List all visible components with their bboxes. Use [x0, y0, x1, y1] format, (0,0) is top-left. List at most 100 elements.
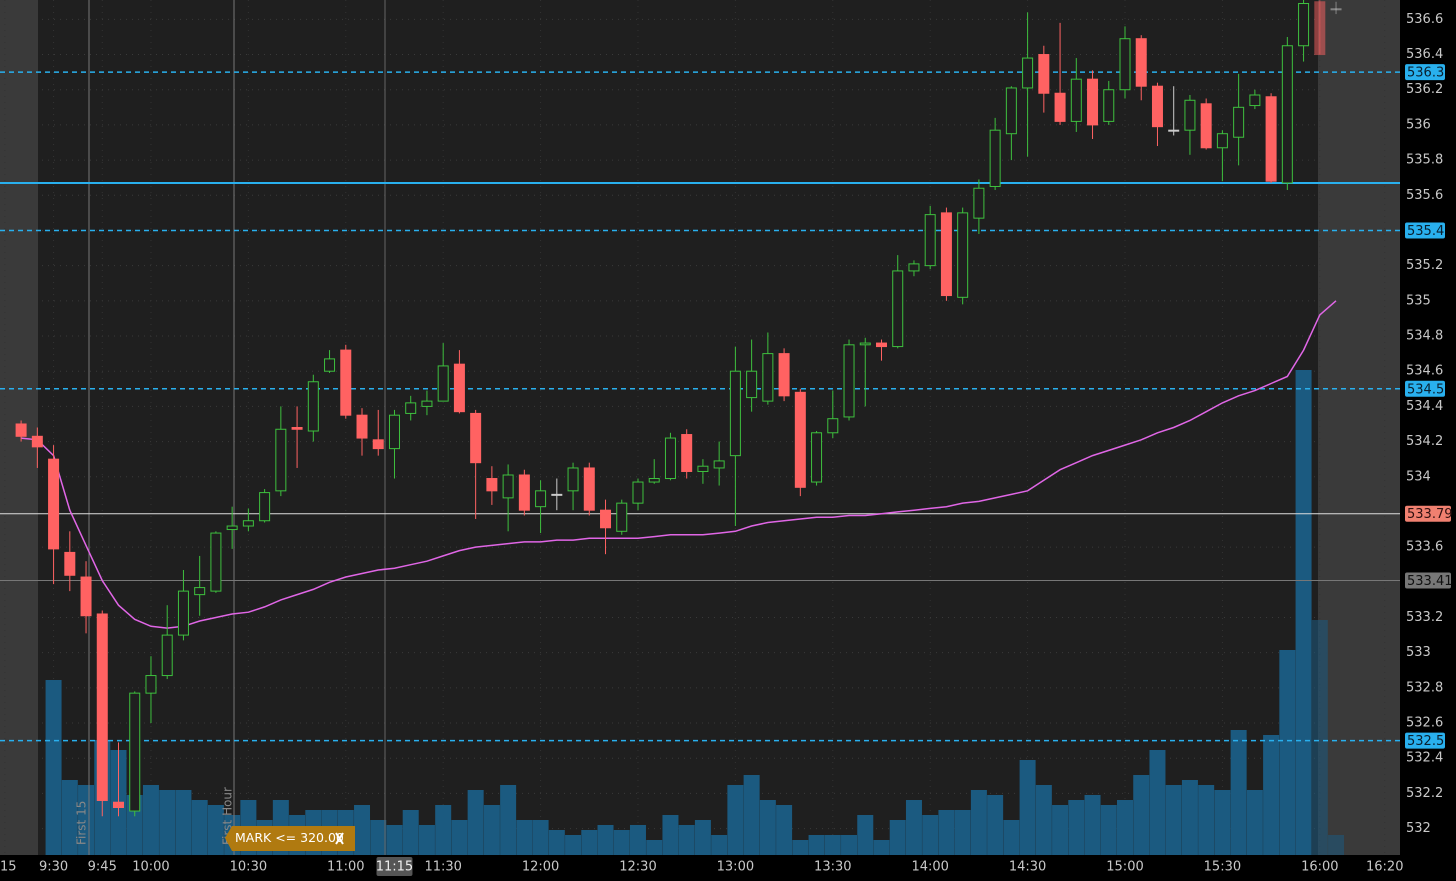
candle-body: [275, 428, 287, 492]
volume-bar: [386, 825, 403, 855]
volume-bar: [1230, 730, 1247, 855]
candle-body: [875, 342, 887, 348]
volume-bar: [1263, 735, 1280, 855]
candle-body: [746, 370, 758, 399]
volume-bar: [970, 790, 987, 855]
volume-bar: [776, 805, 793, 855]
volume-bar: [1035, 785, 1052, 855]
candle-body: [940, 212, 952, 297]
candle-body: [486, 478, 498, 492]
candle-body: [648, 478, 660, 483]
plot-bg: [0, 0, 1400, 855]
candle-body: [1249, 94, 1261, 107]
volume-bar: [483, 805, 500, 855]
x-tick-label: 15:00: [1106, 860, 1143, 875]
candle-body: [1233, 106, 1245, 138]
candle-body: [177, 590, 189, 636]
candle-body: [1054, 92, 1066, 122]
volume-bar: [565, 835, 582, 855]
candle-body: [1005, 87, 1017, 135]
candle-body: [616, 502, 628, 532]
candle-body: [989, 129, 1001, 187]
candle-body: [1135, 38, 1147, 87]
x-tick-label: 12:00: [522, 860, 559, 875]
volume-bar: [451, 820, 468, 855]
candle-body: [210, 532, 222, 592]
order-box[interactable]: [225, 826, 355, 851]
candle-body: [194, 587, 206, 596]
candle-body: [80, 576, 92, 617]
price-box: [1405, 505, 1451, 522]
volume-bar: [159, 790, 176, 855]
candle-body: [892, 270, 904, 348]
candle-body: [1216, 133, 1228, 149]
x-tick-label: 13:00: [717, 860, 754, 875]
x-tick-label: 9:45: [88, 860, 117, 875]
candle-body: [113, 801, 125, 809]
x-tick-label: 12:30: [619, 860, 656, 875]
volume-bar: [938, 810, 955, 855]
order-cancel[interactable]: [335, 832, 344, 845]
candle-body: [340, 349, 352, 416]
level-box: [1405, 732, 1445, 749]
volume-bar: [824, 835, 841, 855]
y-tick-label: 535.6: [1406, 188, 1443, 203]
volume-bar: [207, 805, 224, 855]
y-tick-label: 535: [1406, 293, 1431, 308]
y-tick-label: 536.2: [1406, 82, 1443, 97]
x-tick-label: 11:30: [424, 860, 461, 875]
candle-body: [502, 474, 514, 499]
volume-bar: [1311, 620, 1328, 855]
volume-bar: [873, 840, 890, 855]
candle-body: [681, 434, 693, 472]
y-tick-label: 533.6: [1406, 540, 1443, 555]
volume-bar: [1181, 780, 1198, 855]
volume-bar: [1133, 775, 1150, 855]
candle-body: [437, 365, 449, 402]
volume-bar: [402, 810, 419, 855]
x-tick-label: 16:20: [1366, 860, 1403, 875]
y-tick-label: 532.6: [1406, 716, 1443, 731]
candle-body: [324, 358, 336, 372]
volume-bar: [1100, 805, 1117, 855]
vwap-line: [21, 300, 1337, 629]
volume-bar: [662, 815, 679, 855]
x-tick-label: 9:30: [39, 860, 68, 875]
volume-bar: [1214, 790, 1231, 855]
x-tick-label: 13:30: [814, 860, 851, 875]
candle-body: [697, 465, 709, 472]
volume-bar: [175, 790, 192, 855]
volume-bar: [743, 775, 760, 855]
candle-body: [1070, 78, 1082, 122]
x-tick-label: 15: [0, 860, 17, 875]
candle-body: [729, 370, 741, 457]
y-tick-label: 536.4: [1406, 47, 1443, 62]
volume-bar: [727, 785, 744, 855]
y-tick-label: 536: [1406, 117, 1431, 132]
volume-bar: [1003, 820, 1020, 855]
volume-bar: [61, 780, 78, 855]
candle-body: [778, 353, 790, 397]
volume-bar: [808, 835, 825, 855]
level-label: 534.5: [1407, 382, 1444, 397]
candle-body: [1151, 85, 1163, 128]
y-tick-label: 534: [1406, 469, 1431, 484]
afterhours-shade: [1318, 0, 1400, 855]
candle-body: [1298, 3, 1310, 47]
volume-bar: [354, 805, 371, 855]
x-tick-label: 10:30: [230, 860, 267, 875]
candle-body: [1281, 45, 1293, 184]
volume-bar: [467, 790, 484, 855]
volume-bar: [954, 810, 971, 855]
candle-body: [794, 391, 806, 488]
candle-body: [762, 353, 774, 402]
volume-bar: [1295, 370, 1312, 855]
volume-bar: [142, 785, 159, 855]
volume-bar: [922, 815, 939, 855]
candle-body: [973, 187, 985, 219]
candle-body: [161, 634, 173, 677]
volume-bar: [629, 825, 646, 855]
volume-bar: [1246, 790, 1263, 855]
candle-body: [291, 427, 303, 430]
volume-bar: [597, 825, 614, 855]
